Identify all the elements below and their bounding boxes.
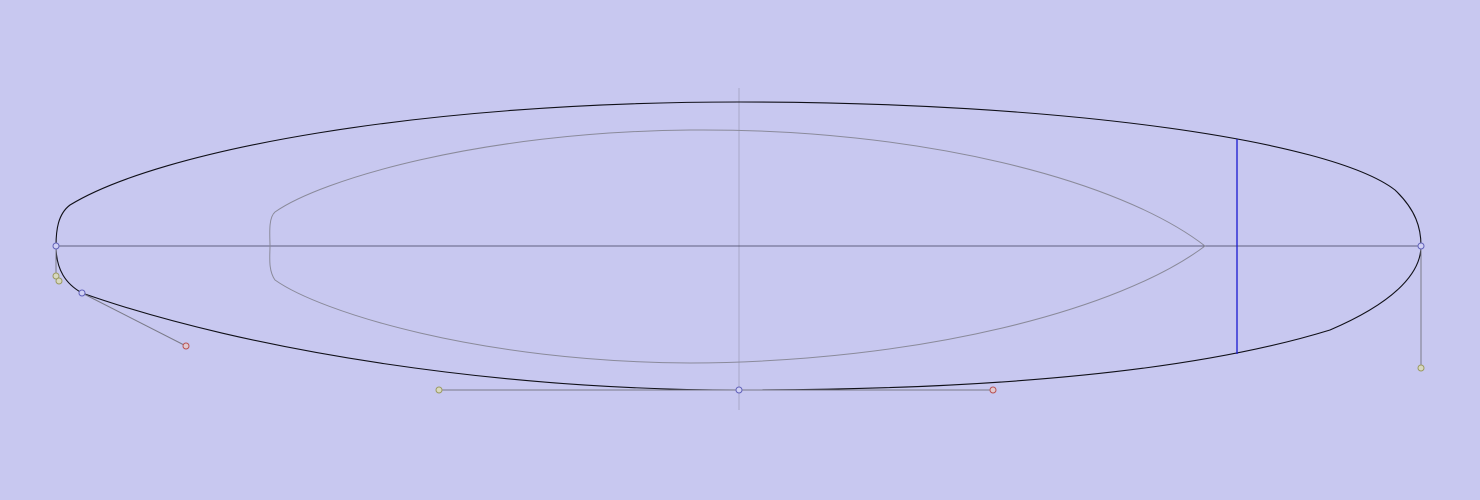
nose-point[interactable]	[52, 242, 60, 250]
tail-corner-handle-line	[81, 292, 187, 347]
wide-handle-right[interactable]	[989, 386, 997, 394]
inner-outline	[269, 129, 1206, 364]
wide-point[interactable]	[735, 386, 743, 394]
tail-corner-handle[interactable]	[182, 342, 190, 350]
tail-corner-point[interactable]	[78, 289, 86, 297]
tail-point[interactable]	[1417, 242, 1425, 250]
tail-handle[interactable]	[1417, 364, 1425, 372]
wide-handle-left[interactable]	[435, 386, 443, 394]
nose-handle-a[interactable]	[52, 272, 60, 280]
nose-handle-b[interactable]	[55, 277, 63, 285]
